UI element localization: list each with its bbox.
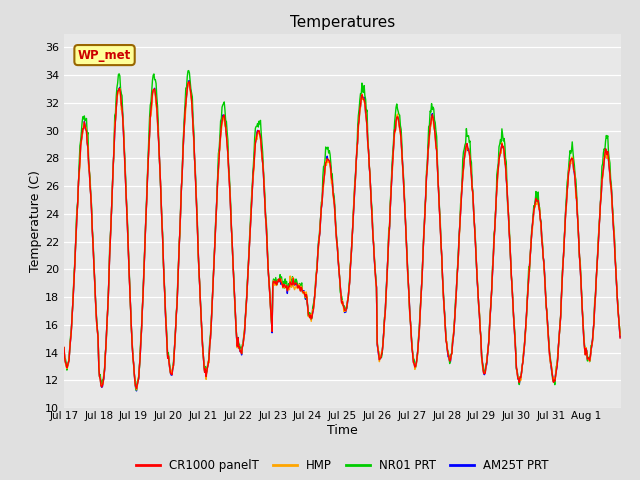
- HMP: [184, 80, 192, 85]
- Line: HMP: HMP: [64, 83, 620, 390]
- HMP: [401, 201, 408, 207]
- CR1000 panelT: [278, 280, 285, 286]
- NR01 PRT: [125, 268, 133, 274]
- HMP: [60, 345, 68, 351]
- AM25T PRT: [278, 278, 285, 284]
- HMP: [257, 136, 264, 142]
- HMP: [229, 258, 237, 264]
- AM25T PRT: [257, 135, 264, 141]
- CR1000 panelT: [60, 345, 68, 350]
- Line: CR1000 panelT: CR1000 panelT: [64, 82, 620, 389]
- AM25T PRT: [60, 346, 68, 351]
- HMP: [125, 272, 133, 278]
- Text: WP_met: WP_met: [78, 48, 131, 61]
- AM25T PRT: [616, 334, 624, 340]
- CR1000 panelT: [401, 203, 408, 209]
- HMP: [616, 333, 624, 338]
- Line: AM25T PRT: AM25T PRT: [64, 81, 620, 391]
- HMP: [132, 387, 140, 393]
- HMP: [432, 145, 440, 151]
- NR01 PRT: [257, 118, 264, 123]
- HMP: [278, 279, 285, 285]
- NR01 PRT: [185, 68, 193, 73]
- NR01 PRT: [229, 260, 237, 266]
- CR1000 panelT: [432, 143, 440, 148]
- NR01 PRT: [132, 387, 140, 393]
- AM25T PRT: [186, 78, 193, 84]
- AM25T PRT: [125, 273, 133, 279]
- CR1000 panelT: [616, 335, 624, 341]
- CR1000 panelT: [132, 386, 140, 392]
- AM25T PRT: [229, 260, 237, 265]
- X-axis label: Time: Time: [327, 423, 358, 436]
- AM25T PRT: [132, 388, 140, 394]
- Title: Temperatures: Temperatures: [290, 15, 395, 30]
- NR01 PRT: [432, 128, 440, 134]
- CR1000 panelT: [257, 134, 264, 140]
- CR1000 panelT: [229, 259, 237, 264]
- Line: NR01 PRT: NR01 PRT: [64, 71, 620, 390]
- CR1000 panelT: [186, 79, 193, 84]
- NR01 PRT: [616, 330, 624, 336]
- AM25T PRT: [401, 201, 408, 207]
- NR01 PRT: [278, 274, 285, 280]
- Legend: CR1000 panelT, HMP, NR01 PRT, AM25T PRT: CR1000 panelT, HMP, NR01 PRT, AM25T PRT: [131, 455, 554, 477]
- Y-axis label: Temperature (C): Temperature (C): [29, 170, 42, 272]
- NR01 PRT: [401, 202, 408, 207]
- AM25T PRT: [432, 142, 440, 147]
- NR01 PRT: [60, 345, 68, 350]
- CR1000 panelT: [125, 273, 133, 279]
